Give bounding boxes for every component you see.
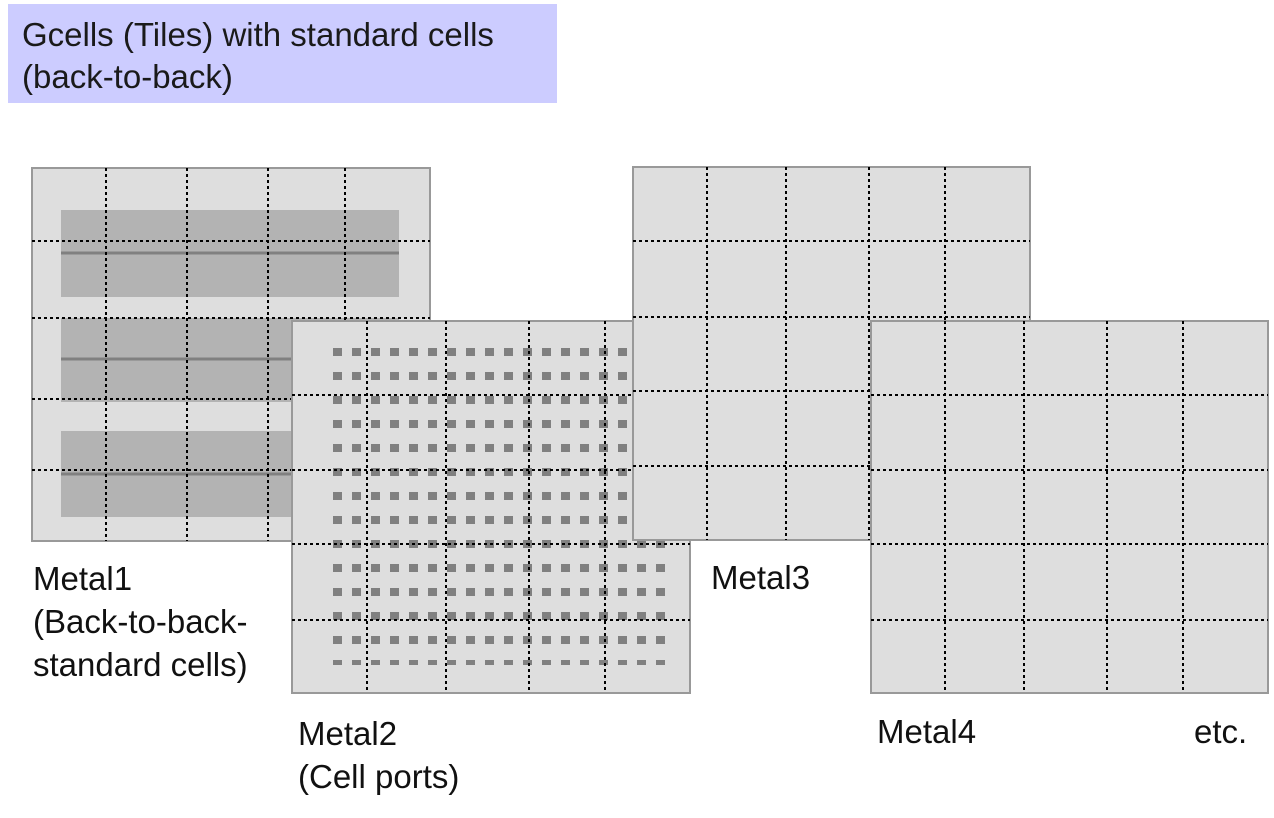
metal2-label: Metal2 (Cell ports): [298, 712, 459, 798]
etc-label: etc.: [1194, 713, 1248, 750]
metal2-label-line-2: (Cell ports): [298, 758, 460, 795]
metal4-gcell-grid: [871, 321, 1268, 693]
cell-port-array: [330, 345, 665, 665]
title-line-1: Gcells (Tiles) with standard cells: [22, 16, 494, 53]
metal2-gcell-grid: [292, 321, 690, 693]
metal2-label-line-1: Metal2: [298, 715, 398, 752]
metal4-tile-area: [870, 320, 1269, 694]
metal1-label-line-3: standard cells): [33, 646, 248, 683]
metal3-label: Metal3: [711, 556, 810, 599]
title-line-2: (back-to-back): [22, 58, 233, 95]
metal1-label-line-2: (Back-to-back-: [33, 603, 248, 640]
metal1-label-line-1: Metal1: [33, 560, 133, 597]
metal3-label-line-1: Metal3: [711, 559, 811, 596]
metal1-label: Metal1 (Back-to-back- standard cells): [33, 557, 248, 686]
metal4-layer: [870, 320, 1269, 694]
metal1-gcell-grid: [32, 168, 430, 541]
metal4-label: Metal4: [877, 710, 976, 753]
metal4-label-line-1: Metal4: [877, 713, 977, 750]
title-box: Gcells (Tiles) with standard cells (back…: [8, 4, 557, 103]
metal2-layer: [291, 320, 691, 694]
